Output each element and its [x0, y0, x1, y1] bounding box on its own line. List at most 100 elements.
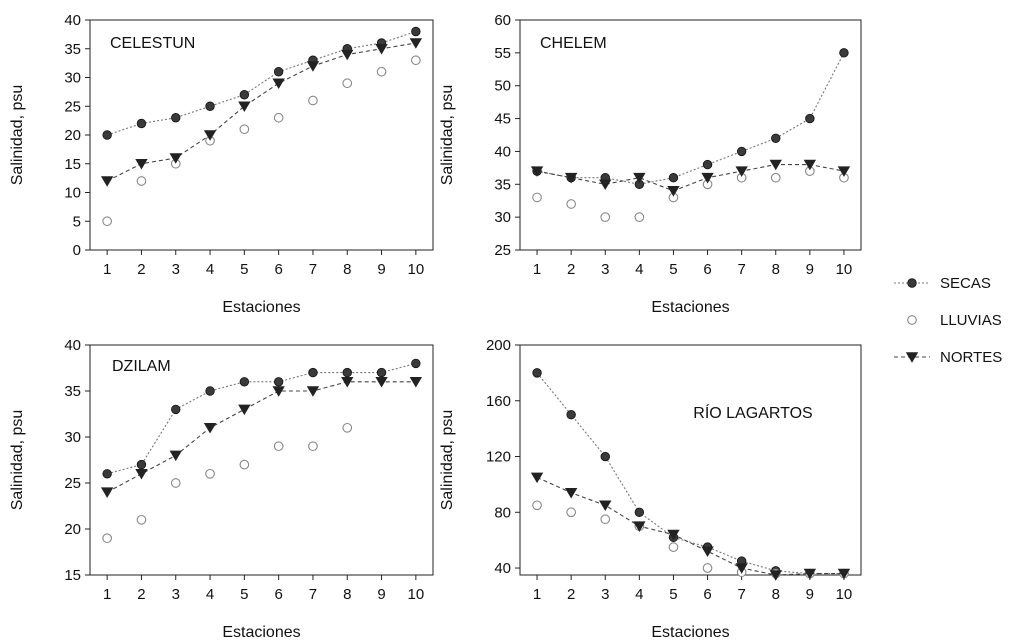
data-point-nortes [238, 101, 251, 112]
y-tick-label: 50 [494, 78, 511, 95]
data-point-lluvias [102, 216, 112, 227]
data-point-secas [239, 90, 250, 100]
data-point-lluvias [205, 468, 215, 479]
data-point-nortes [701, 172, 714, 184]
data-point-secas [205, 101, 215, 111]
data-point-nortes [238, 404, 251, 416]
data-point-nortes [306, 386, 320, 397]
data-point-nortes [375, 376, 388, 388]
x-tick-label: 4 [206, 586, 214, 603]
x-axis-label: Estaciones [222, 299, 300, 316]
series-lluvias [532, 500, 849, 579]
data-point-lluvias [136, 514, 147, 525]
series-line-secas [106, 30, 417, 136]
data-point-nortes [599, 179, 612, 191]
x-tick-label: 6 [274, 261, 282, 278]
data-point-secas [342, 367, 352, 378]
x-tick-label: 10 [836, 586, 853, 603]
data-point-secas [634, 507, 645, 517]
data-point-lluvias [532, 192, 542, 203]
data-point-lluvias [532, 500, 542, 511]
data-point-secas [136, 459, 147, 470]
chart-panel-1: 0 5 10 15 20 25 30 35 40 1 2 3 4 5 6 7 8 9 10 Estaciones Sal… [9, 12, 434, 316]
data-point-nortes [530, 472, 544, 484]
panel-title: CELESTUN [110, 35, 195, 52]
data-point-secas [171, 404, 181, 415]
data-point-nortes [409, 38, 423, 49]
x-axis-label: Estaciones [651, 299, 729, 316]
x-tick-label: 10 [836, 261, 853, 278]
x-tick-label: 7 [309, 586, 317, 603]
data-point-nortes [203, 130, 217, 141]
data-point-nortes [272, 78, 285, 89]
data-point-secas [566, 409, 576, 420]
panel-title: DZILAM [112, 358, 171, 375]
y-tick-label: 25 [494, 242, 511, 259]
x-axis-label: Estaciones [222, 624, 300, 640]
data-point-nortes [599, 500, 612, 512]
data-point-lluvias [273, 441, 284, 452]
y-tick-label: 20 [64, 521, 81, 538]
data-point-lluvias [342, 422, 353, 433]
data-point-nortes [803, 159, 817, 171]
x-tick-label: 4 [635, 261, 643, 278]
x-tick-label: 1 [533, 586, 541, 603]
legend-item-lluvias: LLUVIAS [907, 312, 1002, 329]
series-lluvias [532, 166, 849, 222]
data-point-nortes [564, 172, 578, 184]
data-point-nortes [769, 159, 782, 171]
data-point-nortes [341, 49, 354, 61]
y-tick-label: 40 [494, 560, 511, 577]
y-tick-label: 160 [486, 393, 511, 410]
x-tick-label: 3 [601, 586, 609, 603]
data-point-nortes [375, 43, 388, 55]
x-tick-label: 3 [172, 261, 180, 278]
series-line-nortes [106, 42, 416, 182]
y-tick-label: 80 [494, 504, 511, 521]
y-tick-label: 200 [486, 337, 511, 354]
data-point-nortes [735, 166, 748, 177]
y-tick-label: 40 [64, 12, 81, 29]
y-tick-label: 55 [494, 45, 511, 62]
data-point-secas [239, 377, 250, 387]
data-point-nortes [564, 487, 578, 499]
data-point-lluvias [308, 95, 318, 106]
y-tick-label: 60 [494, 12, 511, 29]
legend-label: LLUVIAS [940, 312, 1002, 329]
y-tick-label: 35 [64, 383, 81, 400]
data-point-secas [736, 146, 747, 157]
series-lluvias [102, 55, 421, 227]
y-tick-label: 30 [64, 429, 81, 446]
series-secas [102, 358, 421, 479]
data-point-secas [532, 368, 542, 378]
x-tick-label: 5 [669, 586, 677, 603]
data-point-lluvias [136, 176, 147, 186]
series-line-secas [536, 372, 844, 575]
legend-item-nortes: NORTES [894, 349, 1002, 366]
data-point-secas [805, 113, 815, 124]
data-point-nortes [409, 376, 423, 388]
y-axis-label: Salinidad, psu [439, 410, 456, 511]
x-tick-label: 2 [137, 261, 145, 278]
y-tick-label: 35 [494, 176, 511, 193]
data-point-lluvias [411, 55, 421, 66]
x-tick-label: 8 [772, 261, 780, 278]
x-tick-label: 10 [408, 586, 425, 603]
data-point-nortes [633, 521, 646, 532]
y-tick-label: 5 [73, 213, 81, 230]
legend-marker-filled-circle [907, 278, 917, 288]
x-tick-label: 9 [806, 261, 814, 278]
panel-title: CHELEM [540, 35, 607, 52]
data-point-lluvias [702, 563, 713, 573]
data-point-secas [205, 386, 215, 396]
data-point-secas [771, 133, 781, 143]
y-tick-label: 35 [64, 41, 81, 58]
data-point-nortes [135, 468, 148, 480]
series-line-nortes [106, 381, 416, 493]
legend-marker-open-circle [907, 315, 917, 325]
series-line-secas [536, 52, 845, 185]
data-point-secas [102, 130, 112, 140]
